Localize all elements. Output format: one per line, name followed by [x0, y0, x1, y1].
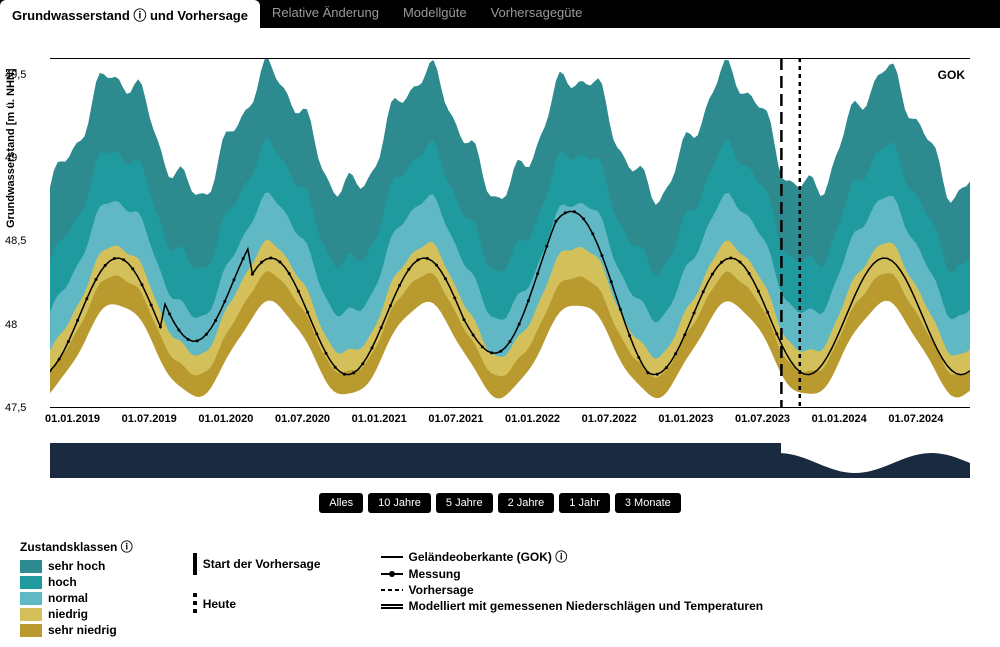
x-tick-label: 01.07.2021	[428, 413, 483, 425]
plot-area[interactable]: GOK 47,54848,54949,501.01.201901.07.2019…	[50, 58, 970, 408]
range-button[interactable]: 3 Monate	[615, 493, 681, 513]
tab[interactable]: Grundwasserstand ⓘ und Vorhersage	[0, 0, 260, 28]
tab-bar: Grundwasserstand ⓘ und VorhersageRelativ…	[0, 0, 1000, 28]
range-button[interactable]: Alles	[319, 493, 363, 513]
y-tick-label: 48,5	[5, 235, 26, 247]
x-tick-label: 01.01.2019	[45, 413, 100, 425]
tab[interactable]: Relative Änderung	[260, 0, 391, 28]
range-button[interactable]: 10 Jahre	[368, 493, 431, 513]
x-tick-label: 01.01.2023	[658, 413, 713, 425]
y-tick-label: 47,5	[5, 402, 26, 414]
x-tick-label: 01.07.2019	[122, 413, 177, 425]
range-button[interactable]: 5 Jahre	[436, 493, 493, 513]
x-tick-label: 01.07.2020	[275, 413, 330, 425]
x-tick-label: 01.01.2024	[812, 413, 867, 425]
legend-classes-title: Zustandsklassen ⓘ	[20, 538, 133, 555]
tab[interactable]: Modellgüte	[391, 0, 479, 28]
legend: Zustandsklassen ⓘ sehr hoch hoch normal nied…	[0, 528, 1000, 647]
range-buttons: Alles10 Jahre5 Jahre2 Jahre1 Jahr3 Monat…	[0, 493, 1000, 513]
x-tick-label: 01.07.2024	[888, 413, 943, 425]
y-axis-title: Grundwasserstand [m ü. NHN]	[5, 68, 17, 228]
gok-label: GOK	[938, 68, 965, 82]
y-tick-label: 49,5	[5, 69, 26, 81]
y-tick-label: 48	[5, 319, 17, 331]
x-tick-label: 01.01.2022	[505, 413, 560, 425]
chart-container: Grundwasserstand [m ü. NHN] GOK 47,54848…	[0, 28, 1000, 418]
x-tick-label: 01.01.2021	[352, 413, 407, 425]
legend-series-item: Modelliert mit gemessenen Niederschlägen…	[381, 599, 764, 613]
y-tick-label: 49	[5, 152, 17, 164]
legend-series-item: Vorhersage	[381, 583, 764, 597]
legend-class-item: normal	[20, 591, 133, 605]
overview-timeline[interactable]	[50, 443, 970, 478]
tab[interactable]: Vorhersagegüte	[479, 0, 595, 28]
legend-class-item: sehr niedrig	[20, 623, 133, 637]
x-tick-label: 01.07.2022	[582, 413, 637, 425]
legend-series-item: Messung	[381, 567, 764, 581]
range-button[interactable]: 2 Jahre	[498, 493, 555, 513]
x-tick-label: 01.01.2020	[198, 413, 253, 425]
legend-class-item: hoch	[20, 575, 133, 589]
legend-marker-item: Start der Vorhersage	[193, 553, 321, 575]
legend-class-item: sehr hoch	[20, 559, 133, 573]
range-button[interactable]: 1 Jahr	[559, 493, 610, 513]
legend-marker-item: Heute	[193, 593, 321, 615]
legend-series-item: Geländeoberkante (GOK) ⓘ	[381, 548, 764, 565]
legend-class-item: niedrig	[20, 607, 133, 621]
x-tick-label: 01.07.2023	[735, 413, 790, 425]
